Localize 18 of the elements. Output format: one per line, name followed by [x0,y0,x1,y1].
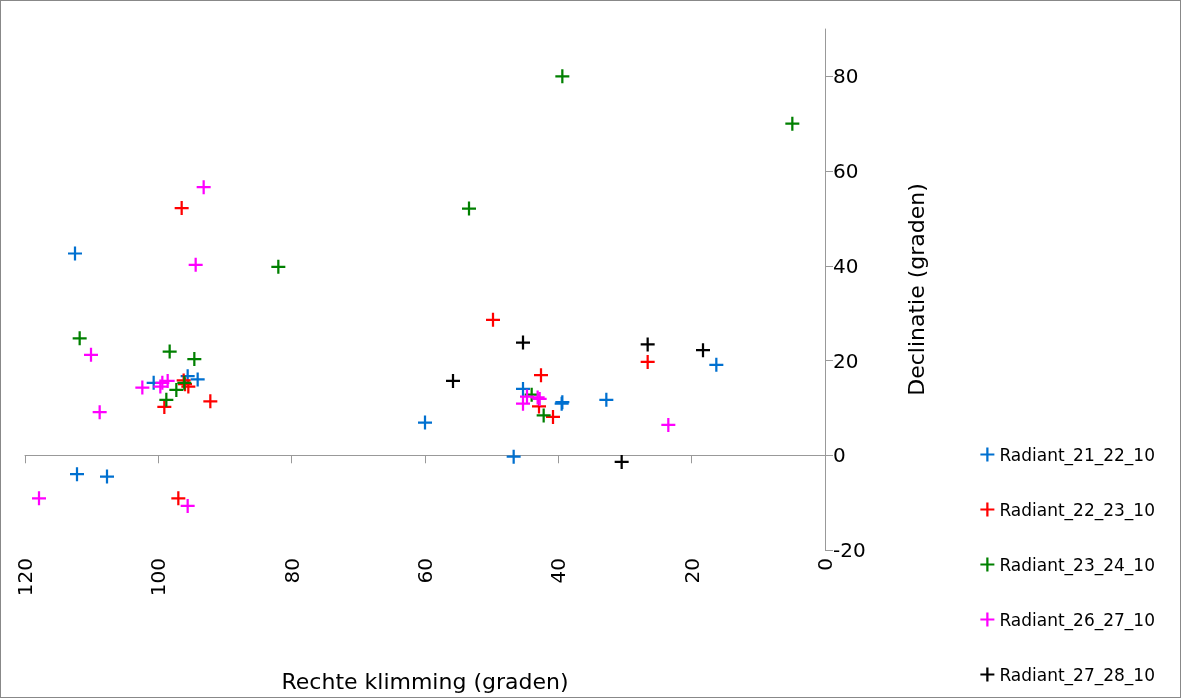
legend-label: Radiant_23_24_10 [999,554,1155,576]
y-tick-label: 80 [833,64,859,89]
x-tick-label: 20 [679,558,704,584]
y-tick-label: 60 [833,159,859,184]
legend-label: Radiant_21_22_10 [999,444,1155,466]
x-tick-label: 100 [146,558,171,597]
x-tick-label: 60 [413,558,437,584]
legend-label: Radiant_22_23_10 [999,499,1155,521]
y-axis-title: Declinatie (graden) [903,183,929,396]
legend-label: Radiant_26_27_10 [999,609,1155,631]
y-tick-label: 0 [833,443,846,468]
x-tick-label: 120 [13,558,37,597]
x-tick-label: 40 [546,558,571,584]
y-tick-label: 40 [833,253,859,278]
legend-label: Radiant_27_28_10 [999,664,1155,686]
x-tick-label: 80 [279,558,304,584]
y-tick-label: 20 [833,348,859,373]
x-axis-title: Rechte klimming (graden) [281,668,569,694]
